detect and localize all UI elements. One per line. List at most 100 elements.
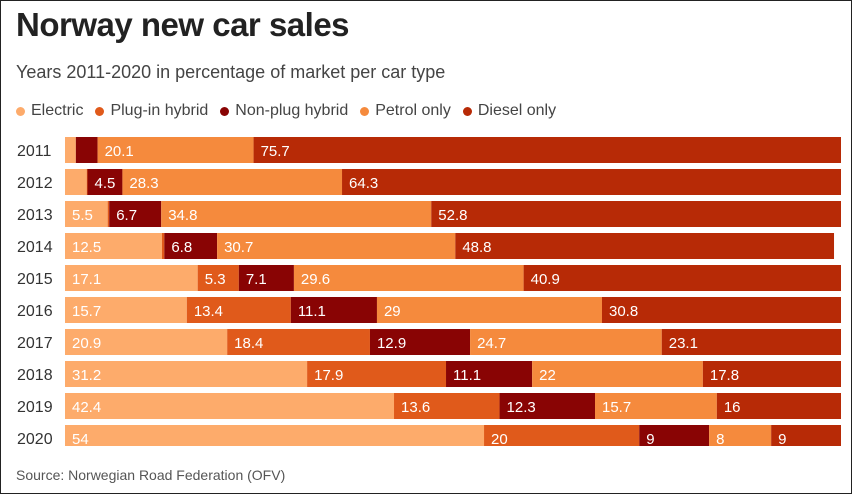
bar-diesel-only-2020 bbox=[771, 425, 841, 446]
bar-non-plug-hybrid-2016 bbox=[290, 297, 377, 323]
bar-diesel-only-2018 bbox=[702, 361, 841, 387]
data-label-petrol-only: 29 bbox=[384, 303, 401, 320]
bar-non-plug-hybrid-2020 bbox=[639, 425, 710, 446]
y-tick-label: 2019 bbox=[17, 399, 53, 416]
data-label-non-plug-hybrid: 7.1 bbox=[246, 271, 267, 288]
legend-label: Petrol only bbox=[375, 102, 451, 119]
data-label-plug-in-hybrid: 13.6 bbox=[401, 399, 430, 416]
bar-diesel-only-2015 bbox=[523, 265, 841, 291]
legend-swatch-petrol-only bbox=[360, 106, 370, 116]
bar-electric-2017 bbox=[65, 329, 228, 355]
bar-petrol-only-2014 bbox=[217, 233, 456, 259]
bar-diesel-only-2014 bbox=[455, 233, 835, 259]
chart-title: Norway new car sales bbox=[16, 6, 350, 43]
legend-label: Electric bbox=[31, 102, 84, 119]
data-label-non-plug-hybrid: 6.7 bbox=[116, 207, 137, 224]
bar-non-plug-hybrid-2011 bbox=[75, 137, 98, 163]
bar-electric-2013 bbox=[65, 201, 108, 227]
data-label-electric: 17.1 bbox=[72, 271, 101, 288]
bar-electric-2020 bbox=[65, 425, 485, 446]
bar-non-plug-hybrid-2015 bbox=[238, 265, 294, 291]
data-label-non-plug-hybrid: 9 bbox=[646, 431, 654, 446]
bar-plug-in-hybrid-2014 bbox=[162, 233, 165, 259]
data-label-diesel-only: 23.1 bbox=[669, 335, 698, 352]
bar-diesel-only-2011 bbox=[253, 137, 841, 163]
bar-non-plug-hybrid-2017 bbox=[369, 329, 471, 355]
bar-diesel-only-2012 bbox=[342, 169, 841, 195]
y-tick-label: 2015 bbox=[17, 271, 53, 288]
data-label-petrol-only: 30.7 bbox=[224, 239, 253, 256]
data-label-petrol-only: 34.8 bbox=[168, 207, 197, 224]
data-label-plug-in-hybrid: 5.3 bbox=[205, 271, 226, 288]
bar-petrol-only-2011 bbox=[97, 137, 254, 163]
bar-electric-2016 bbox=[65, 297, 187, 323]
data-label-plug-in-hybrid: 13.4 bbox=[194, 303, 223, 320]
legend-item-plug-in-hybrid: Plug-in hybrid bbox=[95, 102, 208, 120]
bar-electric-2014 bbox=[65, 233, 162, 259]
bar-non-plug-hybrid-2018 bbox=[446, 361, 533, 387]
data-label-diesel-only: 48.8 bbox=[462, 239, 491, 256]
data-label-electric: 42.4 bbox=[72, 399, 101, 416]
data-label-non-plug-hybrid: 11.1 bbox=[298, 303, 326, 320]
data-label-petrol-only: 22 bbox=[539, 367, 556, 384]
data-label-non-plug-hybrid: 11.1 bbox=[453, 367, 481, 384]
data-label-diesel-only: 30.8 bbox=[609, 303, 638, 320]
bar-non-plug-hybrid-2013 bbox=[109, 201, 162, 227]
y-tick-label: 2013 bbox=[17, 207, 53, 224]
bar-plug-in-hybrid-2018 bbox=[307, 361, 447, 387]
y-tick-label: 2017 bbox=[17, 335, 53, 352]
bar-plug-in-hybrid-2016 bbox=[186, 297, 291, 323]
data-label-petrol-only: 15.7 bbox=[602, 399, 631, 416]
data-label-diesel-only: 9 bbox=[778, 431, 786, 446]
legend-label: Plug-in hybrid bbox=[110, 102, 209, 119]
bar-petrol-only-2013 bbox=[161, 201, 432, 227]
legend-item-electric: Electric bbox=[16, 102, 83, 120]
bar-electric-2018 bbox=[65, 361, 308, 387]
data-label-non-plug-hybrid: 6.8 bbox=[171, 239, 192, 256]
data-label-non-plug-hybrid: 4.5 bbox=[95, 175, 116, 192]
data-label-diesel-only: 17.8 bbox=[710, 367, 739, 384]
data-label-plug-in-hybrid: 18.4 bbox=[234, 335, 263, 352]
bar-petrol-only-2012 bbox=[122, 169, 343, 195]
bar-petrol-only-2019 bbox=[595, 393, 717, 419]
data-label-petrol-only: 29.6 bbox=[301, 271, 330, 288]
data-label-electric: 15.7 bbox=[72, 303, 101, 320]
data-label-non-plug-hybrid: 12.9 bbox=[377, 335, 406, 352]
legend-item-diesel-only: Diesel only bbox=[462, 102, 557, 120]
bar-diesel-only-2013 bbox=[431, 201, 841, 227]
bar-petrol-only-2020 bbox=[709, 425, 772, 446]
bar-non-plug-hybrid-2019 bbox=[499, 393, 596, 419]
bar-electric-2012 bbox=[65, 169, 87, 195]
bar-plug-in-hybrid-2013 bbox=[107, 201, 110, 227]
bar-diesel-only-2017 bbox=[661, 329, 841, 355]
bar-petrol-only-2015 bbox=[293, 265, 524, 291]
data-label-electric: 54 bbox=[72, 431, 89, 446]
legend-item-petrol-only: Petrol only bbox=[360, 102, 451, 120]
data-label-petrol-only: 8 bbox=[716, 431, 724, 446]
bar-plug-in-hybrid-2012 bbox=[86, 169, 88, 195]
bar-electric-2015 bbox=[65, 265, 198, 291]
legend-label: Diesel only bbox=[477, 102, 557, 119]
data-label-diesel-only: 16 bbox=[724, 399, 741, 416]
stacked-bar-chart: 2011 20.1 75.7 2012 4.5 28.3 64.3 2013 5.5 6.7 34.… bbox=[17, 137, 841, 446]
y-tick-label: 2016 bbox=[17, 303, 53, 320]
chart-legend: Electric Plug-in hybrid Non-plug hybrid Pet… bbox=[16, 100, 568, 122]
bar-diesel-only-2016 bbox=[601, 297, 841, 323]
y-tick-label: 2011 bbox=[17, 143, 52, 160]
bar-plug-in-hybrid-2020 bbox=[484, 425, 640, 446]
bar-electric-2011 bbox=[65, 137, 76, 163]
data-label-diesel-only: 64.3 bbox=[349, 175, 378, 192]
data-label-non-plug-hybrid: 12.3 bbox=[507, 399, 536, 416]
data-label-electric: 31.2 bbox=[72, 367, 101, 384]
bar-plug-in-hybrid-2019 bbox=[394, 393, 500, 419]
bar-non-plug-hybrid-2012 bbox=[87, 169, 123, 195]
y-tick-label: 2012 bbox=[17, 175, 53, 192]
data-label-plug-in-hybrid: 17.9 bbox=[314, 367, 343, 384]
legend-swatch-diesel-only bbox=[462, 106, 472, 116]
legend-swatch-electric bbox=[16, 106, 25, 116]
legend-swatch-non-plug-hybrid bbox=[220, 106, 230, 116]
bar-petrol-only-2017 bbox=[470, 329, 662, 355]
data-label-petrol-only: 24.7 bbox=[477, 335, 506, 352]
legend-swatch-plug-in-hybrid bbox=[95, 106, 105, 116]
